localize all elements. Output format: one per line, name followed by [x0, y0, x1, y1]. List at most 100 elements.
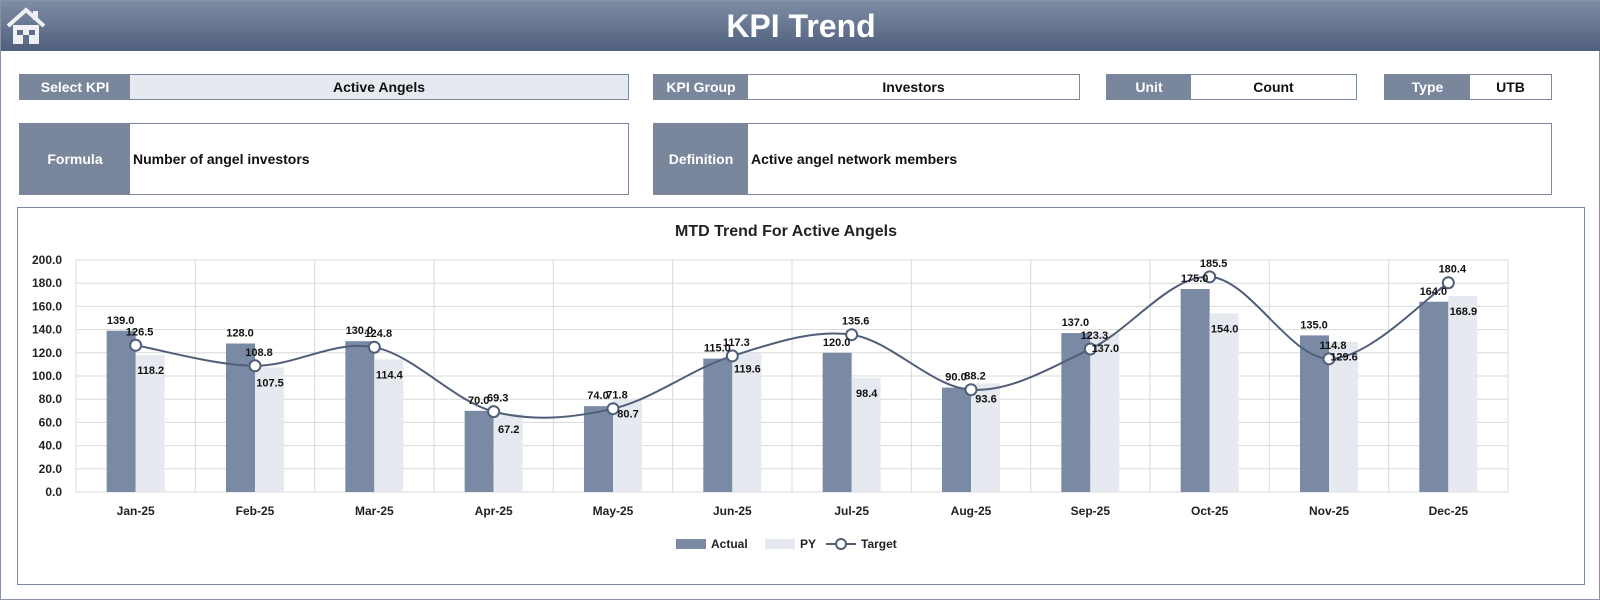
x-tick-label: Feb-25 [236, 504, 275, 518]
py-data-label: 98.4 [856, 388, 878, 400]
actual-data-label: 74.0 [587, 390, 608, 402]
formula-label: Formula [20, 124, 130, 194]
py-data-label: 118.2 [137, 365, 164, 377]
actual-data-label: 135.0 [1300, 319, 1328, 331]
definition-value: Active angel network members [751, 151, 958, 167]
actual-bar [106, 330, 136, 492]
x-tick-label: Jun-25 [713, 504, 752, 518]
page-header: KPI Trend [1, 1, 1600, 51]
y-tick-label: 0.0 [45, 485, 62, 499]
x-tick-label: Dec-25 [1429, 504, 1469, 518]
py-bar [732, 353, 762, 492]
actual-bar [464, 410, 494, 492]
unit-label: Unit [1107, 75, 1191, 99]
y-tick-label: 20.0 [39, 462, 63, 476]
actual-data-label: 128.0 [226, 328, 254, 340]
target-data-label: 135.6 [842, 316, 870, 328]
target-data-label: 180.4 [1439, 264, 1467, 276]
py-data-label: 154.0 [1211, 323, 1239, 335]
kpi-group-label: KPI Group [654, 75, 748, 99]
actual-bar [942, 387, 971, 492]
actual-data-label: 120.0 [823, 337, 851, 349]
actual-bar [703, 358, 733, 492]
type-value: UTB [1496, 79, 1525, 95]
kpi-group-value: Investors [882, 79, 945, 95]
target-marker [606, 402, 620, 416]
py-bar [613, 398, 642, 492]
py-bar [493, 414, 523, 492]
py-bar [1209, 313, 1239, 492]
formula-field: Formula Number of angel investors [19, 123, 629, 195]
py-data-label: 93.6 [975, 393, 996, 405]
py-bar [971, 383, 1000, 492]
y-tick-label: 200.0 [32, 253, 62, 267]
py-bar [374, 359, 404, 492]
py-bar [1329, 341, 1358, 492]
actual-bar [584, 406, 613, 492]
py-data-label: 107.5 [256, 377, 284, 389]
py-data-label: 67.2 [498, 424, 519, 436]
y-tick-label: 180.0 [32, 276, 62, 290]
y-tick-label: 80.0 [39, 392, 63, 406]
x-tick-label: Apr-25 [475, 504, 513, 518]
select-kpi-field[interactable]: Select KPI Active Angels [19, 74, 629, 100]
actual-data-label: 130.0 [346, 325, 374, 337]
y-tick-label: 120.0 [32, 346, 62, 360]
target-marker [248, 359, 262, 373]
target-data-label: 123.3 [1081, 330, 1109, 342]
py-bar [1090, 333, 1120, 492]
actual-bar [1180, 289, 1210, 492]
y-tick-label: 100.0 [32, 369, 62, 383]
actual-data-label: 70.0 [468, 395, 489, 407]
legend-actual-label: Actual [711, 537, 748, 551]
target-data-label: 69.3 [487, 393, 508, 405]
target-data-label: 117.3 [723, 337, 750, 349]
target-line [135, 275, 1449, 419]
legend-py-swatch [765, 539, 795, 549]
home-icon[interactable] [6, 7, 46, 45]
target-marker [964, 383, 978, 397]
x-tick-label: Oct-25 [1191, 504, 1229, 518]
actual-data-label: 164.0 [1420, 286, 1448, 298]
target-marker [129, 338, 143, 352]
py-data-label: 80.7 [617, 408, 638, 420]
y-tick-label: 40.0 [39, 439, 63, 453]
target-marker [367, 340, 381, 354]
legend-target-marker [835, 538, 847, 550]
legend-actual-swatch [676, 539, 706, 549]
type-label: Type [1385, 75, 1470, 99]
target-data-label: 88.2 [964, 371, 985, 383]
py-bar [851, 377, 881, 492]
target-marker [487, 405, 501, 419]
trend-chart: MTD Trend For Active Angels 0.0 20.0 40.0 6… [17, 207, 1585, 585]
target-data-label: 185.5 [1200, 258, 1228, 270]
kpi-group-field: KPI Group Investors [653, 74, 1080, 100]
py-data-label: 119.6 [734, 363, 761, 375]
target-marker [1203, 270, 1217, 284]
y-tick-label: 140.0 [32, 323, 62, 337]
x-tick-label: May-25 [593, 504, 634, 518]
definition-label: Definition [654, 124, 748, 194]
y-tick-label: 160.0 [32, 299, 62, 313]
target-data-label: 108.8 [245, 347, 273, 359]
y-tick-label: 60.0 [39, 415, 63, 429]
target-data-label: 126.5 [126, 326, 154, 338]
target-marker [1322, 352, 1336, 366]
target-data-label: 114.8 [1320, 340, 1347, 352]
py-bar [255, 367, 284, 492]
x-tick-label: Jul-25 [834, 504, 869, 518]
x-tick-label: Nov-25 [1309, 504, 1349, 518]
target-data-label: 71.8 [606, 390, 627, 402]
x-tick-label: Sep-25 [1071, 504, 1111, 518]
x-tick-label: Mar-25 [355, 504, 394, 518]
x-tick-label: Jan-25 [117, 504, 155, 518]
definition-field: Definition Active angel network members [653, 123, 1552, 195]
type-field: Type UTB [1384, 74, 1552, 100]
chart-svg: MTD Trend For Active Angels 0.0 20.0 40.0 6… [32, 223, 1509, 551]
actual-bar [822, 352, 852, 492]
py-bar [1448, 296, 1478, 492]
actual-bar [1419, 301, 1449, 492]
select-kpi-value[interactable]: Active Angels [130, 75, 628, 99]
py-data-label: 114.4 [376, 369, 404, 381]
target-marker [725, 349, 739, 363]
